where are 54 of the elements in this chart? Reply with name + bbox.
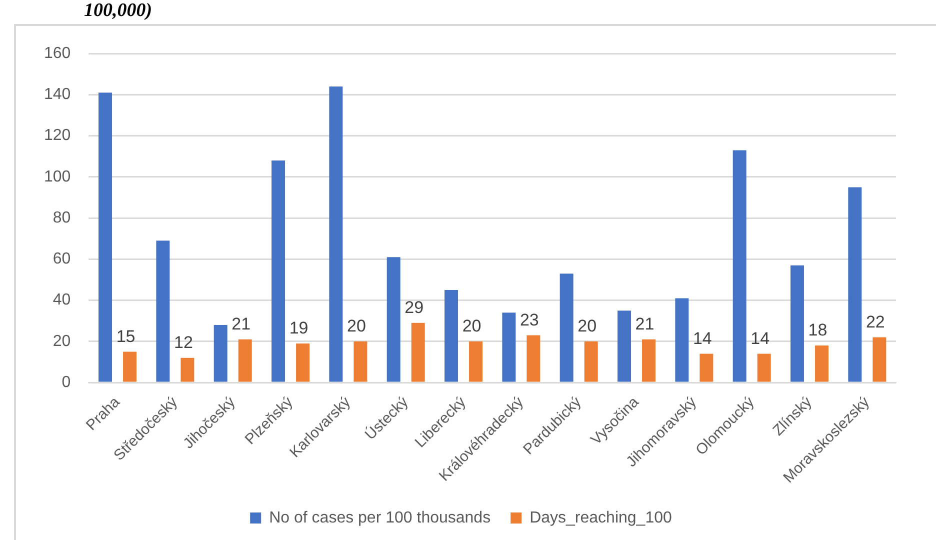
y-tick-label: 0 xyxy=(62,374,71,391)
bar xyxy=(757,354,771,382)
bar xyxy=(526,335,540,382)
bar xyxy=(675,298,689,382)
bar xyxy=(560,274,574,382)
bar xyxy=(790,265,804,382)
bar xyxy=(642,339,656,382)
data-label: 15 xyxy=(116,326,136,346)
bar xyxy=(584,341,598,382)
data-label: 14 xyxy=(750,328,770,348)
data-label: 23 xyxy=(520,310,539,330)
bar xyxy=(214,324,228,382)
data-label: 19 xyxy=(289,318,308,338)
y-tick-label: 160 xyxy=(44,45,71,62)
bar xyxy=(238,339,252,382)
bar xyxy=(180,358,194,382)
y-tick-label: 20 xyxy=(52,332,71,350)
bar xyxy=(156,240,170,382)
legend-label: Days_reaching_100 xyxy=(530,509,672,526)
bar xyxy=(848,187,862,382)
y-tick-label: 80 xyxy=(52,209,71,226)
bar xyxy=(411,322,425,382)
bar xyxy=(700,354,714,382)
bar xyxy=(469,341,483,382)
data-label: 20 xyxy=(462,316,482,336)
y-tick-label: 40 xyxy=(52,292,71,309)
bar xyxy=(386,257,400,382)
bar xyxy=(98,92,112,382)
bar xyxy=(354,341,368,382)
data-label: 21 xyxy=(232,314,251,334)
data-label: 12 xyxy=(174,333,193,352)
bar xyxy=(296,343,310,382)
bar xyxy=(872,337,886,382)
y-tick-label: 100 xyxy=(44,168,71,186)
bar xyxy=(732,150,746,382)
y-tick-label: 60 xyxy=(52,250,71,268)
chart-title: 100,000) xyxy=(84,0,152,22)
y-tick-label: 120 xyxy=(44,127,71,144)
bar xyxy=(502,312,516,382)
data-label: 22 xyxy=(866,312,885,332)
data-label: 18 xyxy=(808,320,828,340)
bar xyxy=(618,310,631,382)
bar xyxy=(329,86,343,382)
data-label: 20 xyxy=(578,316,597,336)
bar xyxy=(123,352,137,382)
data-label: 14 xyxy=(692,328,712,348)
data-label: 21 xyxy=(635,314,654,334)
bar xyxy=(444,290,458,382)
legend-label: No of cases per 100 thousands xyxy=(269,509,491,526)
data-label: 20 xyxy=(346,316,366,336)
data-label: 29 xyxy=(404,298,424,318)
bar xyxy=(272,160,286,382)
bar xyxy=(815,346,828,382)
y-tick-label: 140 xyxy=(44,86,71,104)
